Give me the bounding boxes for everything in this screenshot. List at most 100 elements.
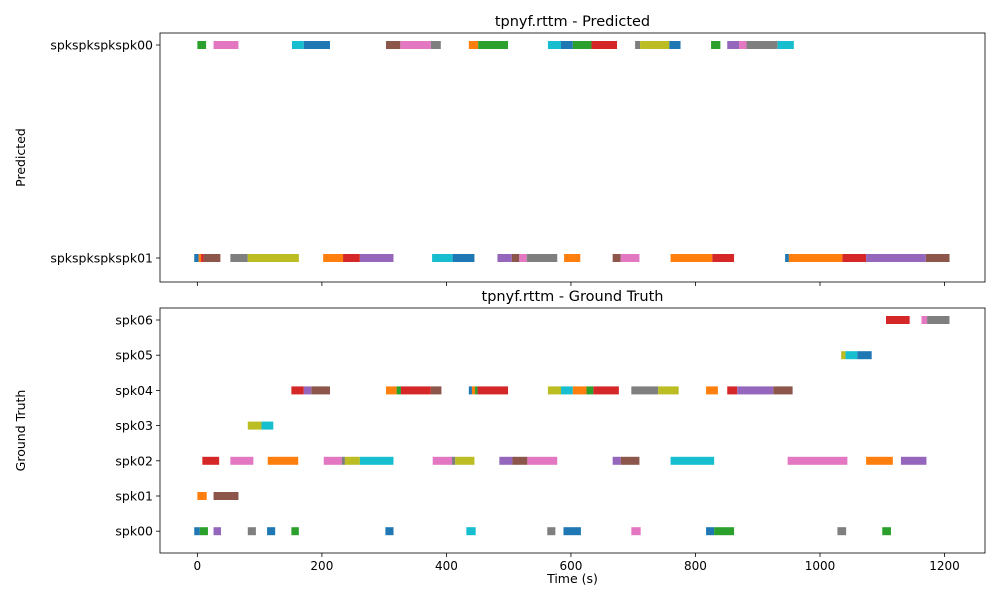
ground-truth-segment [921, 316, 928, 324]
predicted-segment [432, 254, 453, 262]
ground-truth-y-tick-label: spk01 [115, 489, 153, 504]
predicted-segment [547, 41, 561, 49]
predicted-segment [670, 254, 713, 262]
ground-truth-segment [197, 492, 207, 500]
predicted-segment [197, 41, 207, 49]
predicted-segment [343, 254, 360, 262]
ground-truth-axes-frame [159, 307, 986, 554]
ground-truth-segment [202, 456, 220, 465]
ground-truth-segment [341, 456, 345, 465]
ground-truth-segment [247, 527, 256, 536]
ground-truth-segment [900, 456, 927, 465]
ground-truth-segment [631, 527, 641, 536]
predicted-segment [230, 254, 248, 262]
ground-truth-segment [430, 386, 442, 395]
ground-truth-segment [359, 456, 394, 465]
ground-truth-y-tick-label: spk05 [115, 348, 153, 363]
ground-truth-segment [706, 386, 718, 395]
predicted-segment [430, 41, 441, 49]
ground-truth-segment [323, 456, 342, 465]
ground-truth-segment [194, 527, 200, 536]
ground-truth-y-tick-label: spk00 [115, 524, 153, 539]
ground-truth-x-tick-label: 0 [194, 559, 202, 573]
ground-truth-segment [400, 386, 431, 395]
ground-truth-segment [714, 527, 735, 536]
predicted-segment [323, 254, 344, 262]
ground-truth-segment [247, 421, 262, 430]
predicted-segment [785, 254, 789, 262]
ground-truth-segment [199, 527, 208, 536]
ground-truth-segment [466, 527, 476, 536]
predicted-segment [452, 254, 475, 262]
ground-truth-segment [512, 456, 528, 465]
predicted-segment [925, 254, 950, 262]
ground-truth-segment [213, 527, 222, 536]
ground-truth-segment [631, 386, 659, 395]
ground-truth-y-tick-label: spk03 [115, 418, 153, 433]
ground-truth-segment [586, 386, 594, 395]
ground-truth-segment [471, 386, 476, 395]
predicted-segment [198, 254, 202, 262]
ground-truth-segment [499, 456, 513, 465]
predicted-title: tpnyf.rttm - Predicted [495, 14, 650, 30]
ground-truth-segment [620, 456, 640, 465]
ground-truth-segment [547, 386, 561, 395]
ground-truth-segment [612, 456, 621, 465]
predicted-y-tick-label: spkspkspkspk01 [50, 251, 153, 266]
predicted-segment [303, 41, 330, 49]
predicted-segment [635, 41, 641, 49]
ground-truth-segment [475, 386, 478, 395]
ground-truth-segment [927, 316, 950, 324]
predicted-segment [497, 254, 512, 262]
ground-truth-segment [452, 456, 456, 465]
ground-truth-x-tick-label: 1200 [929, 559, 960, 573]
ground-truth-x-tick-label: 800 [684, 559, 707, 573]
predicted-segment [842, 254, 867, 262]
ground-truth-title: tpnyf.rttm - Ground Truth [482, 289, 664, 305]
ground-truth-y-tick-label: spk02 [115, 453, 153, 468]
predicted-segment [400, 41, 431, 49]
ground-truth-segment [563, 527, 581, 536]
ground-truth-y-tick-label: spk06 [115, 313, 153, 328]
ground-truth-segment [857, 351, 872, 360]
predicted-segment [866, 254, 926, 262]
ground-truth-segment [385, 527, 394, 536]
ground-truth-segment [572, 386, 587, 395]
ground-truth-segment [886, 316, 910, 324]
predicted-segment [591, 41, 618, 49]
predicted-segment [669, 41, 681, 49]
predicted-segment [739, 41, 747, 49]
predicted-segment [712, 254, 735, 262]
ground-truth-segment [845, 351, 858, 360]
predicted-segment [612, 254, 621, 262]
predicted-axes-frame [159, 32, 986, 283]
predicted-segment [640, 41, 670, 49]
ground-truth-segment [291, 527, 299, 536]
predicted-segment [213, 41, 239, 49]
predicted-segment [572, 41, 592, 49]
ground-truth-segment [432, 456, 453, 465]
ground-truth-x-tick-label: 600 [559, 559, 582, 573]
ground-truth-segment [213, 492, 239, 500]
ground-truth-segment [303, 386, 312, 395]
ground-truth-segment [773, 386, 793, 395]
predicted-segment [519, 254, 527, 262]
predicted-segment [203, 254, 221, 262]
predicted-segment [386, 41, 401, 49]
ground-truth-segment [291, 386, 304, 395]
ground-truth-segment [727, 386, 738, 395]
predicted-segment [746, 41, 778, 49]
ground-truth-segment [658, 386, 679, 395]
predicted-segment [777, 41, 794, 49]
ground-truth-segment [841, 351, 846, 360]
predicted-segment [788, 254, 843, 262]
ground-truth-segment [527, 456, 558, 465]
predicted-segment [201, 254, 204, 262]
predicted-segment [478, 41, 509, 49]
ground-truth-x-tick-label: 1000 [805, 559, 836, 573]
predicted-segment [560, 41, 573, 49]
ground-truth-segment [787, 456, 848, 465]
predicted-segment [511, 254, 520, 262]
